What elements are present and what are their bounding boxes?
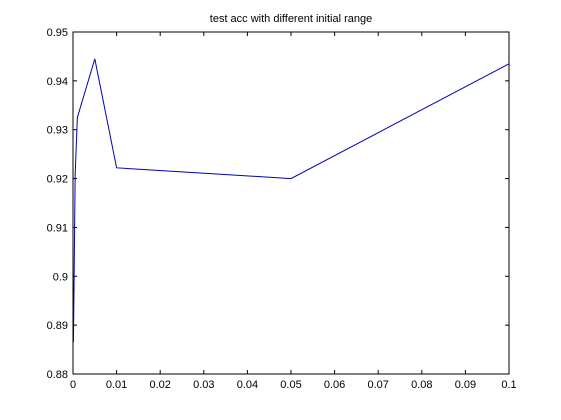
plot-area [72, 31, 510, 375]
y-tick-label: 0.95 [47, 27, 68, 39]
x-axis: 0 0.01 0.02 0.03 0.04 0.05 0.06 0.07 0.08 0.09 0.1 [70, 32, 517, 391]
y-tick-label: 0.89 [47, 320, 68, 332]
x-tick-label: 0.07 [367, 379, 388, 391]
chart-title: test acc with different initial range [210, 13, 372, 25]
y-tick-label: 0.91 [47, 222, 68, 234]
x-tick-label: 0.05 [280, 379, 301, 391]
x-tick-label: 0.08 [411, 379, 432, 391]
y-tick-label: 0.9 [53, 271, 68, 283]
series-layer [72, 58, 510, 343]
y-tick-label: 0.88 [47, 369, 68, 381]
y-tick-label: 0.92 [47, 174, 68, 186]
y-axis: 0.88 0.89 0.9 0.91 0.92 0.93 0.94 0.95 [47, 27, 509, 381]
y-tick-label: 0.94 [47, 76, 68, 88]
x-tick-label: 0.04 [237, 379, 258, 391]
x-tick-label: 0.02 [149, 379, 170, 391]
x-tick-label: 0 [70, 379, 76, 391]
x-tick-label: 0.09 [455, 379, 476, 391]
x-tick-label: 0.03 [193, 379, 214, 391]
series-line-0 [72, 58, 510, 343]
x-tick-label: 0.01 [106, 379, 127, 391]
y-tick-label: 0.93 [47, 125, 68, 137]
x-tick-label: 0.06 [324, 379, 345, 391]
x-tick-label: 0.1 [501, 379, 516, 391]
